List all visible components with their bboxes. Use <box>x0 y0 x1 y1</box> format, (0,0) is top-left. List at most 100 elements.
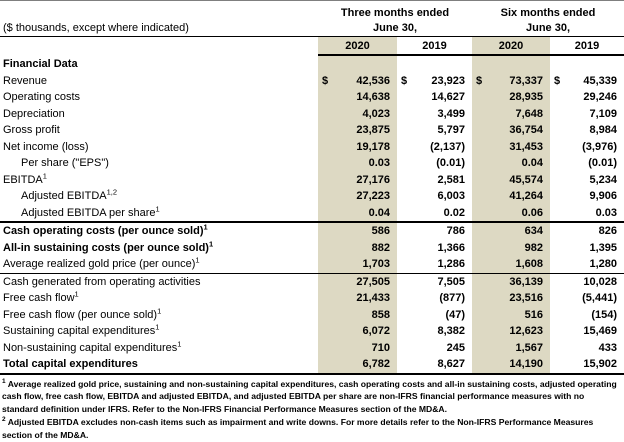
row-label: Sustaining capital expenditures1 <box>3 323 160 338</box>
value-cell: 27,505 <box>318 273 397 290</box>
value-cell: (877) <box>397 290 472 307</box>
table-row: Cash operating costs (per ounce sold)1 58… <box>0 221 624 240</box>
value-cell <box>397 55 472 73</box>
value-cell: $73,337 <box>472 72 550 89</box>
value-cell: 36,754 <box>472 122 550 139</box>
table-row: Net income (loss) 19,178 (2,137) 31,453 (3,9… <box>0 138 624 155</box>
value-cell: 1,395 <box>550 240 624 257</box>
value-text: 27,176 <box>356 173 390 186</box>
period-group-row: Three months ended Six months ended <box>0 1 624 21</box>
value-text: 1,703 <box>362 258 390 271</box>
value-text: (2,137) <box>430 140 465 153</box>
value-text: 0.04 <box>368 206 390 219</box>
value-text: 15,469 <box>583 325 617 338</box>
value-text: 882 <box>371 241 390 254</box>
value-cell: 1,280 <box>550 256 624 274</box>
value-cell: 2,581 <box>397 172 472 189</box>
value-text: 23,516 <box>509 292 543 305</box>
footnote-reference: 1 <box>157 306 162 316</box>
value-cell: 31,453 <box>472 138 550 155</box>
value-cell: 882 <box>318 239 397 256</box>
table-row: Cash generated from operating activities… <box>0 273 624 290</box>
row-label: Average realized gold price (per ounce)1 <box>0 256 318 274</box>
value-text: 23,875 <box>356 124 390 137</box>
row-label: EBITDA1 <box>3 171 47 186</box>
value-text: 6,072 <box>362 325 390 338</box>
footnote-2: 2 Adjusted EBITDA excludes non-cash item… <box>2 416 622 441</box>
table-row: Revenue $42,536 $23,923 $73,337 $45,339 <box>0 72 624 89</box>
value-cell: 14,190 <box>472 356 550 374</box>
value-cell: 245 <box>397 340 472 357</box>
value-text: 28,935 <box>509 91 543 104</box>
year-header-row: 2020 2019 2020 2019 <box>0 36 624 56</box>
value-text: (0.01) <box>588 157 617 170</box>
footnote-reference: 1 <box>203 222 208 232</box>
table-row: All-in sustaining costs (per ounce sold)… <box>0 239 624 257</box>
value-text: (0.01) <box>436 157 465 170</box>
value-text: 786 <box>446 225 465 238</box>
currency-symbol: $ <box>476 74 483 87</box>
value-cell: 0.03 <box>318 155 397 172</box>
value-text: 1,608 <box>515 258 543 271</box>
value-cell: 6,782 <box>318 356 397 374</box>
value-cell: 8,382 <box>397 323 472 340</box>
value-cell: 8,627 <box>397 356 472 374</box>
period-date-six-months: June 30, <box>472 20 624 37</box>
row-label: Operating costs <box>3 91 81 104</box>
value-cell: 1,703 <box>318 256 397 274</box>
value-cell: 1,567 <box>472 339 550 356</box>
value-text: 4,023 <box>362 107 390 120</box>
value-cell: 12,623 <box>472 323 550 340</box>
value-text: (877) <box>439 292 465 305</box>
value-text: 5,234 <box>589 173 617 186</box>
value-text: 27,505 <box>356 275 390 288</box>
value-text: 73,337 <box>509 74 543 87</box>
footnote-2-marker: 2 <box>2 416 6 424</box>
value-text: 634 <box>524 225 543 238</box>
value-cell: 1,608 <box>472 256 550 274</box>
value-text: 7,505 <box>437 275 465 288</box>
value-text: 23,923 <box>431 74 465 87</box>
value-cell: 1,286 <box>397 256 472 274</box>
header-spacer <box>0 37 318 56</box>
value-text: (3,976) <box>582 140 617 153</box>
value-cell: 27,176 <box>318 171 397 188</box>
value-cell: 982 <box>472 239 550 256</box>
table-row: EBITDA1 27,176 2,581 45,574 5,234 <box>0 171 624 189</box>
value-text: 0.02 <box>443 206 465 219</box>
value-text: 0.03 <box>595 206 617 219</box>
value-cell: (47) <box>397 307 472 324</box>
value-cell: 634 <box>472 221 550 240</box>
value-cell: 0.04 <box>318 204 397 222</box>
value-cell: 3,499 <box>397 106 472 123</box>
row-label: Adjusted EBITDA per share1 <box>21 204 160 219</box>
value-cell: 6,072 <box>318 323 397 340</box>
value-cell: 7,109 <box>550 106 624 123</box>
row-label: Free cash flow1 <box>3 290 79 305</box>
table-row: Adjusted EBITDA1,2 27,223 6,003 41,264 9,906 <box>0 188 624 205</box>
value-cell: 41,264 <box>472 188 550 205</box>
table-row: Financial Data <box>0 55 624 73</box>
year-header-2019: 2019 <box>397 36 472 56</box>
value-text: 45,339 <box>583 74 617 87</box>
value-text: 29,246 <box>583 91 617 104</box>
table-header: Three months ended Six months ended ($ t… <box>0 1 624 56</box>
value-text: 42,536 <box>356 74 390 87</box>
row-label: Gross profit <box>3 124 60 137</box>
value-cell: 10,028 <box>550 273 624 290</box>
financial-data-table: Three months ended Six months ended ($ t… <box>0 0 624 375</box>
value-text: 1,366 <box>437 241 465 254</box>
value-text: 8,984 <box>589 124 617 137</box>
value-text: 516 <box>524 308 543 321</box>
value-cell: 710 <box>318 339 397 356</box>
row-label: Revenue <box>3 74 48 87</box>
value-text: 0.06 <box>521 206 543 219</box>
value-cell: 0.04 <box>472 155 550 172</box>
value-text: 36,754 <box>509 124 543 137</box>
table-body: Financial Data Revenue $42,536 $23,923 $73,3… <box>0 55 624 374</box>
value-text: 0.03 <box>368 157 390 170</box>
table-row: Free cash flow1 21,433 (877) 23,516 (5,441) <box>0 290 624 307</box>
value-cell <box>472 55 550 73</box>
row-label: Financial Data <box>3 57 78 70</box>
